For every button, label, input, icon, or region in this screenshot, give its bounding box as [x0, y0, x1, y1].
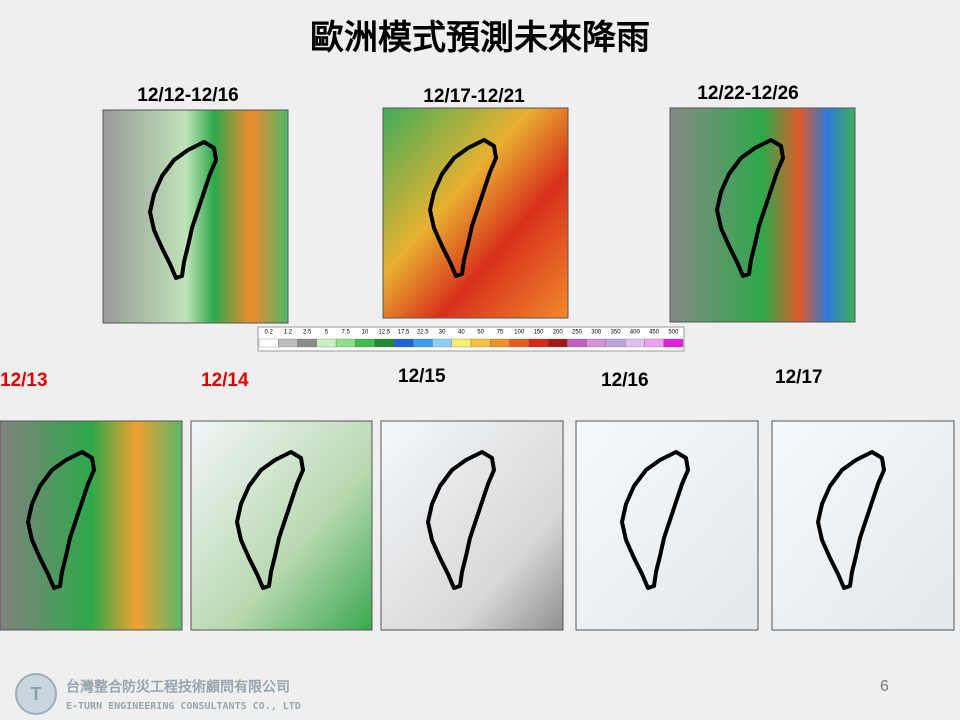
colorbar-tick: 200 [553, 330, 564, 336]
title: 歐洲模式預測未來降雨 [310, 19, 650, 57]
colorbar-cell [258, 338, 279, 348]
colorbar-cell [567, 338, 587, 348]
day-label: 12/17 [775, 367, 823, 388]
colorbar-cell [355, 338, 375, 348]
logo: T [15, 673, 57, 715]
company-en: E-TURN ENGINEERING CONSULTANTS CO., LTD [66, 701, 301, 712]
colorbar-tick: 50 [477, 330, 484, 336]
colorbar-cell [432, 338, 452, 348]
colorbar-tick: 0.2 [264, 330, 273, 336]
colorbar-tick: 500 [668, 330, 679, 336]
colorbar-tick: 5 [325, 330, 329, 336]
colorbar-cell [316, 338, 337, 348]
colorbar-tick: 1.2 [284, 330, 293, 336]
colorbar-cell [297, 338, 317, 348]
colorbar-tick: 350 [611, 330, 622, 336]
colorbar-tick: 7.5 [342, 330, 351, 336]
colorbar-cell [547, 338, 568, 348]
colorbar-tick: 400 [630, 330, 641, 336]
day-label: 12/13 [0, 370, 48, 391]
colorbar-cell [335, 338, 356, 348]
period-label: 12/12-12/16 [137, 85, 238, 106]
colorbar-cell [278, 338, 298, 348]
colorbar-tick: 100 [514, 330, 525, 336]
colorbar-tick: 450 [649, 330, 660, 336]
colorbar-cell [663, 338, 684, 348]
colorbar-cell [470, 338, 491, 348]
colorbar-cell [528, 338, 549, 348]
colorbar-cell [644, 338, 664, 348]
colorbar-cell [374, 338, 395, 348]
period-label: 12/17-12/21 [423, 86, 525, 107]
colorbar-tick: 300 [591, 330, 602, 336]
day-label: 12/15 [398, 366, 446, 387]
colorbar-cell [413, 338, 433, 348]
page-number: 6 [880, 678, 889, 695]
colorbar-tick: 30 [439, 330, 446, 336]
period-map [102, 107, 856, 324]
colorbar-tick: 22.5 [417, 330, 429, 336]
colorbar-tick: 10 [362, 330, 369, 336]
colorbar-cell [393, 338, 414, 348]
colorbar-cell [451, 338, 472, 348]
colorbar-tick: 12.5 [378, 330, 390, 336]
day-label: 12/14 [201, 370, 249, 391]
svg-text:T: T [31, 684, 42, 704]
colorbar-tick: 17.5 [398, 330, 410, 336]
colorbar-cell [625, 338, 645, 348]
colorbar-tick: 150 [533, 330, 544, 336]
colorbar-cell [490, 338, 510, 348]
day-label: 12/16 [601, 370, 649, 391]
colorbar-tick: 40 [458, 330, 465, 336]
colorbar-tick: 2.5 [303, 330, 312, 336]
colorbar-tick: 250 [572, 330, 583, 336]
colorbar-cell [509, 338, 529, 348]
company-zh: 台灣整合防災工程技術顧問有限公司 [66, 679, 290, 695]
period-label: 12/22-12/26 [697, 83, 798, 104]
colorbar-cell [586, 338, 607, 348]
colorbar-tick: 75 [497, 330, 504, 336]
colorbar: 0.2 1.2 2.5 5 7.5 10 12.5 17.5 22.5 30 40 50 75 100 15… [257, 326, 685, 352]
day-map [0, 420, 955, 631]
colorbar-cell [605, 338, 626, 348]
